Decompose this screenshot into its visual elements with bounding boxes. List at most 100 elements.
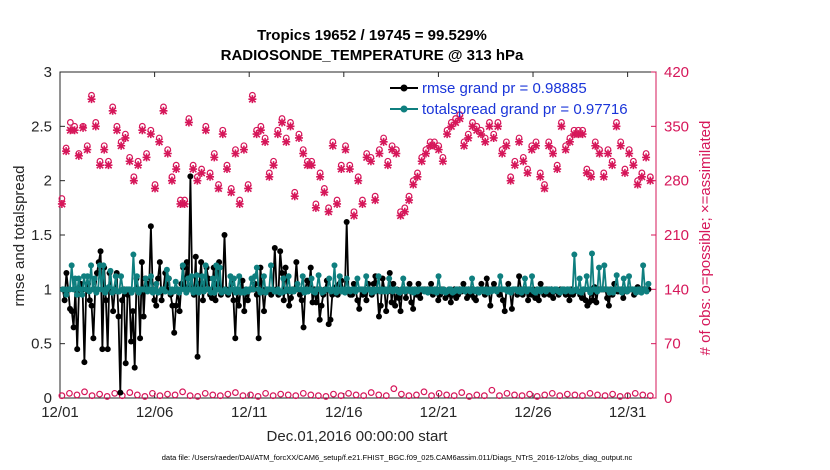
- chart-subtitle: RADIOSONDE_TEMPERATURE @ 313 hPa: [221, 47, 524, 64]
- obs-assimilated-point: [561, 145, 570, 154]
- totalspread-point: [331, 262, 338, 269]
- rmse-point: [129, 308, 136, 315]
- obs-possible-point: [164, 390, 171, 398]
- rmse-point: [298, 297, 305, 304]
- obs-possible-point: [601, 392, 609, 400]
- obs-assimilated-point: [519, 157, 528, 166]
- obs-possible-point: [171, 391, 179, 399]
- obs-possible-point: [141, 393, 149, 400]
- obs-assimilated-point: [574, 130, 583, 139]
- obs-possible-point: [397, 390, 405, 398]
- rmse-point: [74, 346, 81, 353]
- chart-title: Tropics 19652 / 19745 = 99.529%: [257, 27, 487, 44]
- obs-assimilated-point: [595, 149, 604, 158]
- obs-assimilated-point: [578, 130, 587, 139]
- obs-assimilated-point: [388, 145, 397, 154]
- totalspread-point: [163, 266, 170, 273]
- obs-possible-point: [548, 389, 556, 397]
- obs-possible-point: [526, 390, 534, 398]
- obs-assimilated-point: [362, 153, 371, 162]
- rmse-point: [244, 297, 251, 304]
- obs-possible-point: [262, 389, 269, 397]
- totalspread-point: [308, 275, 315, 282]
- rmse-point: [350, 280, 357, 287]
- obs-possible-point: [443, 391, 451, 399]
- y-tick-label-left: 1: [44, 281, 52, 298]
- rmse-point: [235, 302, 242, 309]
- totalspread-point: [63, 291, 70, 298]
- x-axis-label: Dec.01,2016 00:00:00 start: [267, 428, 449, 445]
- y-tick-label-left: 0: [44, 390, 52, 407]
- totalspread-point: [84, 273, 91, 280]
- totalspread-point: [68, 262, 75, 269]
- totalspread-point: [91, 275, 98, 282]
- obs-possible-point: [435, 389, 443, 397]
- obs-assimilated-point: [290, 192, 299, 201]
- rmse-point: [198, 259, 205, 266]
- obs-possible-point: [511, 391, 518, 399]
- rmse-point: [255, 335, 262, 342]
- rmse-point: [230, 297, 237, 304]
- totalspread-point: [179, 262, 186, 269]
- obs-assimilated-point: [151, 184, 160, 193]
- rmse-point: [70, 324, 77, 331]
- obs-possible-point: [480, 392, 488, 400]
- obs-possible-point: [382, 392, 390, 400]
- obs-possible-point: [66, 389, 73, 397]
- obs-assimilated-point: [493, 122, 502, 131]
- obs-assimilated-point: [637, 172, 646, 181]
- totalspread-point: [571, 251, 578, 258]
- rmse-point: [115, 313, 122, 320]
- obs-assimilated-point: [316, 172, 325, 181]
- obs-assimilated-point: [409, 180, 418, 189]
- obs-assimilated-point: [87, 95, 96, 104]
- rmse-point: [171, 329, 178, 336]
- obs-assimilated-point: [176, 199, 185, 208]
- obs-possible-point: [322, 393, 330, 400]
- totalspread-point: [601, 262, 608, 269]
- totalspread-point: [193, 272, 200, 279]
- rmse-point: [280, 297, 287, 304]
- obs-assimilated-point: [239, 145, 248, 154]
- obs-possible-point: [299, 389, 307, 397]
- rmse-point: [221, 232, 228, 238]
- rmse-point: [410, 305, 417, 312]
- obs-assimilated-point: [383, 161, 392, 170]
- totalspread-point: [645, 280, 652, 287]
- totalspread-point: [252, 273, 259, 280]
- obs-assimilated-point: [472, 126, 481, 135]
- obs-possible-point: [631, 389, 639, 397]
- rmse-point: [501, 308, 508, 315]
- series-layer: [57, 91, 655, 400]
- obs-possible-point: [571, 391, 579, 399]
- obs-possible-point: [81, 388, 88, 396]
- obs-possible-point: [458, 389, 466, 396]
- rmse-point: [212, 297, 219, 304]
- rmse-point: [370, 280, 377, 287]
- rmse-point: [356, 305, 363, 312]
- obs-assimilated-point: [66, 126, 75, 135]
- obs-possible-point: [616, 393, 624, 400]
- rmse-point: [313, 299, 320, 306]
- obs-assimilated-point: [104, 161, 113, 170]
- rmse-point: [287, 295, 294, 302]
- obs-possible-point: [360, 392, 368, 400]
- obs-assimilated-point: [515, 137, 524, 146]
- rmse-point: [478, 280, 485, 287]
- obs-assimilated-point: [451, 118, 460, 127]
- obs-possible-point: [586, 389, 594, 397]
- totalspread-point: [576, 275, 583, 282]
- rmse-point: [296, 291, 303, 298]
- rmse-point: [61, 297, 68, 304]
- obs-assimilated-point: [591, 141, 600, 150]
- obs-assimilated-point: [557, 122, 566, 131]
- obs-assimilated-point: [155, 137, 164, 146]
- totalspread-point: [613, 272, 620, 279]
- rmse-point: [158, 297, 165, 304]
- obs-possible-point: [496, 392, 503, 400]
- rmse-point: [137, 335, 144, 342]
- obs-assimilated-point: [227, 188, 236, 197]
- totalspread-point: [230, 275, 237, 282]
- obs-assimilated-point: [294, 133, 303, 142]
